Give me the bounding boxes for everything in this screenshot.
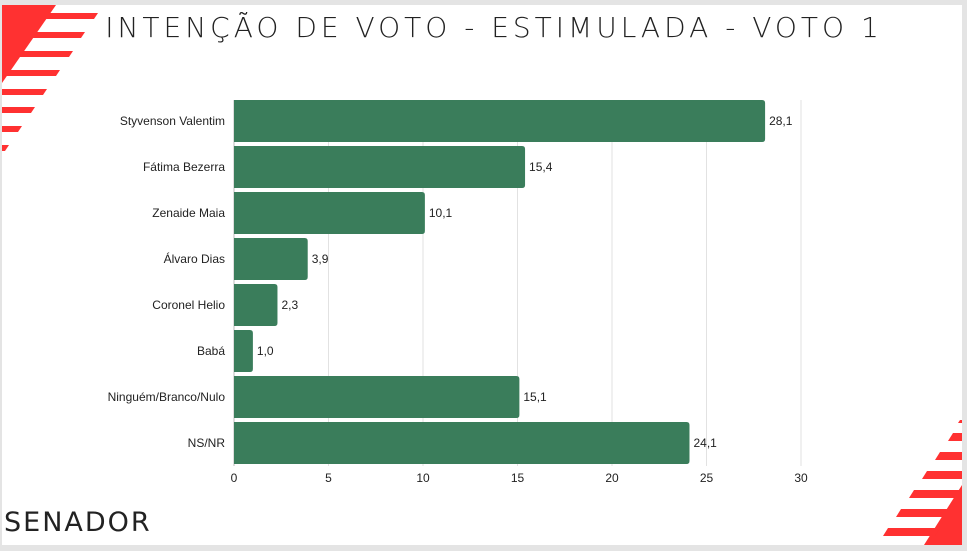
bar (234, 284, 278, 326)
page-title: INTENÇÃO DE VOTO - ESTIMULADA - VOTO 1 (105, 11, 883, 44)
bar (234, 100, 766, 142)
bar (234, 146, 526, 188)
footer-label: SENADOR (4, 507, 152, 538)
x-tick-label: 20 (605, 471, 619, 485)
data-label: 24,1 (693, 436, 717, 450)
data-label: 3,9 (312, 252, 329, 266)
category-label: Styvenson Valentim (120, 114, 225, 128)
bottom-right-stripes-decoration (883, 420, 962, 545)
data-label: 10,1 (429, 206, 453, 220)
bar (234, 422, 690, 464)
category-label: Babá (197, 344, 225, 358)
category-label: Zenaide Maia (152, 206, 225, 220)
data-label: 15,4 (529, 160, 553, 174)
bar (234, 330, 253, 372)
x-tick-label: 15 (511, 471, 525, 485)
x-tick-label: 30 (794, 471, 808, 485)
x-tick-label: 25 (700, 471, 714, 485)
x-tick-label: 5 (325, 471, 332, 485)
bar (234, 376, 520, 418)
x-tick-label: 0 (231, 471, 238, 485)
x-tick-label: 10 (416, 471, 430, 485)
data-label: 1,0 (257, 344, 274, 358)
bar-chart: 0 5 10 15 20 25 30 Styvenson Valentim 28,1 Fátima… (108, 100, 808, 485)
top-left-stripes-decoration (2, 5, 98, 151)
category-label: Álvaro Dias (164, 251, 225, 266)
decorations (2, 5, 962, 545)
data-label: 15,1 (523, 390, 547, 404)
data-label: 2,3 (281, 298, 298, 312)
category-label: Fátima Bezerra (143, 160, 225, 174)
category-label: Coronel Helio (152, 298, 225, 312)
slide: INTENÇÃO DE VOTO - ESTIMULADA - VOTO 1 0… (2, 5, 962, 545)
data-label: 28,1 (769, 114, 793, 128)
category-label: Ninguém/Branco/Nulo (108, 390, 226, 404)
bar (234, 192, 425, 234)
bar (234, 238, 308, 280)
category-label: NS/NR (188, 436, 226, 450)
